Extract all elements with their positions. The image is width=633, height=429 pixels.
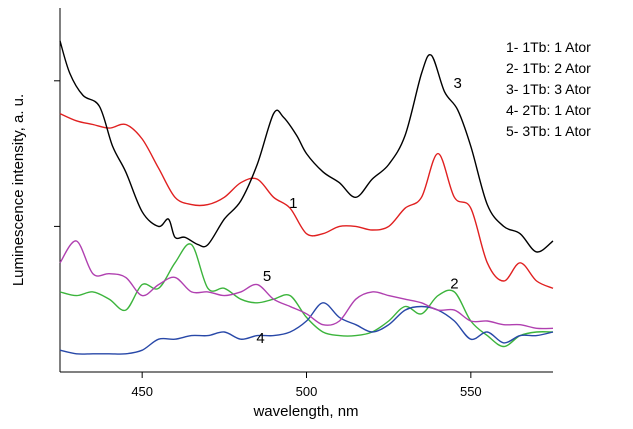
x-axis-title: wavelength, nm — [252, 403, 358, 420]
legend-entry: 4- 2Tb: 1 Ator — [506, 102, 591, 118]
legend-entry: 1- 1Tb: 1 Ator — [506, 39, 591, 55]
curve-label-3: 3 — [454, 75, 462, 92]
curve-labels: 1 2 3 4 5 — [256, 75, 462, 347]
series-line-5 — [59, 240, 554, 330]
series-line-4 — [59, 302, 554, 355]
legend: 1- 1Tb: 1 Ator 2- 1Tb: 2 Ator 3- 1Tb: 3 At… — [506, 39, 591, 139]
legend-entry: 5- 3Tb: 1 Ator — [506, 123, 591, 139]
series-line-1 — [59, 112, 554, 289]
plot-area: 450 500 550 1 2 3 4 5 — [54, 8, 554, 399]
x-tick-label: 550 — [460, 384, 482, 399]
x-tick-label: 450 — [131, 384, 153, 399]
legend-entry: 2- 1Tb: 2 Ator — [506, 60, 591, 76]
series-group — [59, 40, 554, 355]
x-ticks: 450 500 550 — [131, 372, 482, 399]
curve-label-1: 1 — [289, 195, 297, 212]
y-axis-title: Luminescence intensity, a. u. — [10, 94, 27, 286]
curve-label-2: 2 — [450, 275, 458, 292]
series-line-2 — [59, 243, 554, 348]
x-tick-label: 500 — [296, 384, 318, 399]
y-ticks — [54, 80, 60, 227]
series-line-3 — [59, 40, 554, 253]
curve-label-5: 5 — [263, 268, 271, 285]
legend-entry: 3- 1Tb: 3 Ator — [506, 81, 591, 97]
curve-label-4: 4 — [256, 330, 264, 347]
